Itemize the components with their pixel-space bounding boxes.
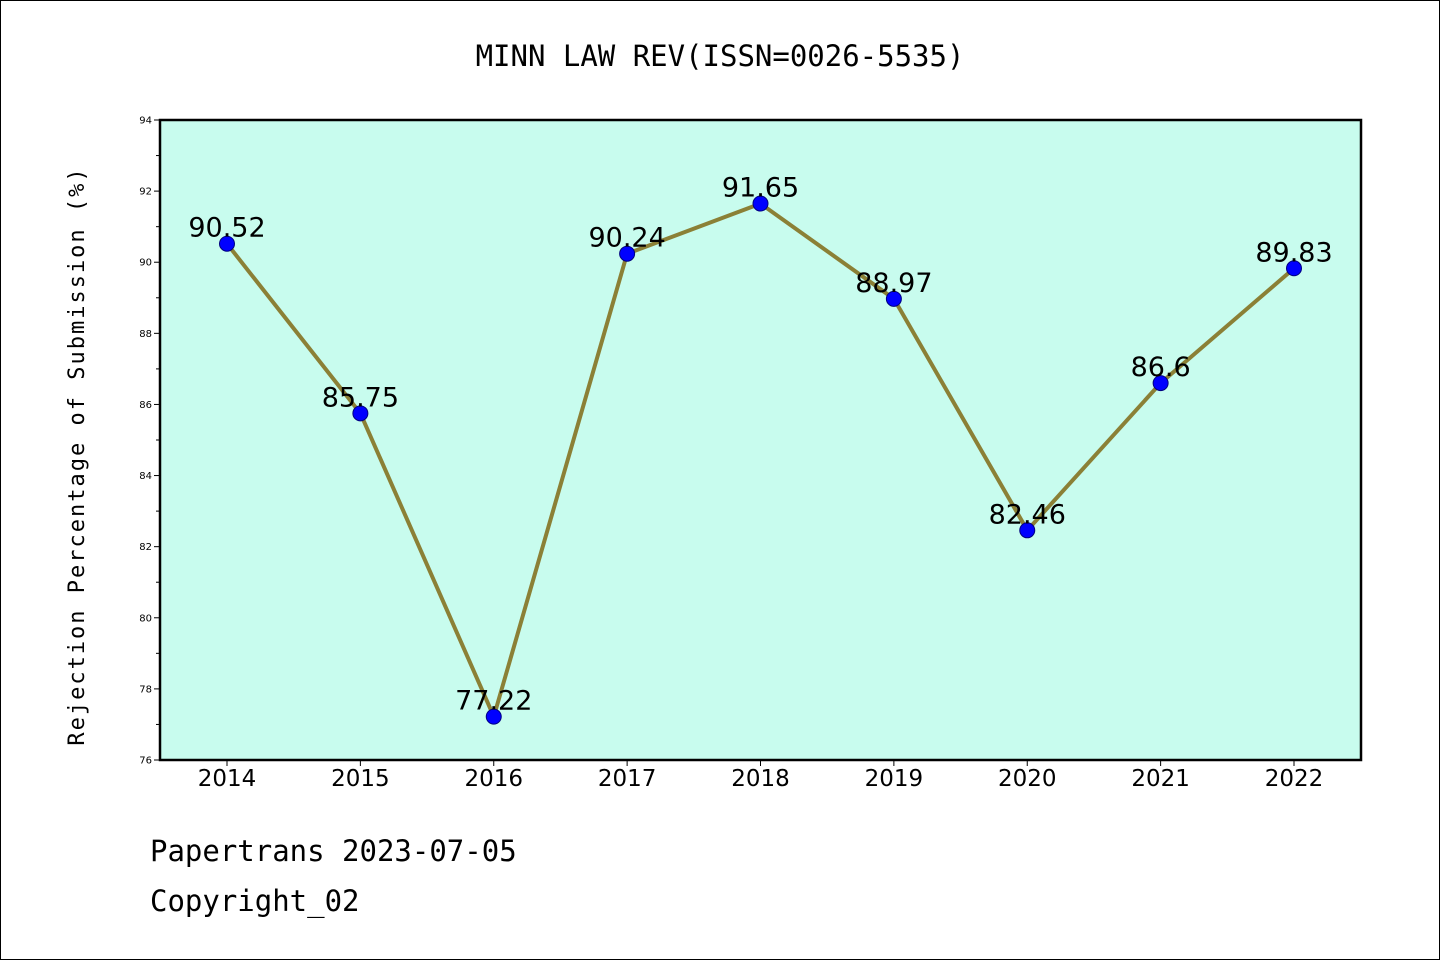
data-label: 91.65: [722, 173, 799, 204]
x-tick-label: 2017: [598, 766, 657, 792]
data-label: 89.83: [1255, 237, 1332, 268]
x-tick-label: 2022: [1265, 766, 1324, 792]
data-label: 82.46: [989, 499, 1066, 530]
y-tick-label: 86: [139, 400, 152, 411]
y-tick-label: 84: [139, 471, 152, 482]
data-point: [885, 290, 902, 307]
plot-border: [158, 118, 1363, 762]
y-tick-label: 92: [139, 187, 152, 198]
data-point: [1019, 522, 1036, 539]
y-tick-label: 78: [139, 684, 152, 695]
x-tick-label: 2016: [464, 766, 523, 792]
y-tick-label: 80: [139, 613, 152, 624]
data-point: [352, 405, 369, 422]
y-tick-label: 76: [139, 756, 152, 767]
data-point: [619, 245, 636, 262]
y-tick-label: 88: [139, 329, 152, 340]
y-axis-label: Rejection Percentage of Submission (%): [65, 166, 90, 745]
data-point: [1286, 260, 1302, 277]
x-tick-label: 2015: [331, 766, 390, 792]
y-tick-label: 82: [139, 542, 152, 553]
data-point: [485, 708, 502, 725]
data-point: [752, 195, 769, 212]
data-label: 85.75: [322, 382, 399, 413]
y-tick-label: 94: [139, 116, 152, 127]
x-tick-label: 2020: [998, 766, 1057, 792]
x-tick-label: 2019: [865, 766, 924, 792]
data-point: [1152, 375, 1169, 392]
data-label: 77.22: [455, 686, 532, 717]
x-tick-label: 2018: [731, 766, 790, 792]
plot-area: [160, 120, 1361, 760]
footer-date: Papertrans 2023-07-05: [150, 834, 517, 868]
footer-copyright: Copyright_02: [150, 884, 360, 918]
data-label: 88.97: [855, 268, 932, 299]
data-label: 86.6: [1131, 352, 1191, 383]
x-tick-label: 2021: [1131, 766, 1190, 792]
y-tick-label: 90: [139, 258, 152, 269]
x-tick-label: 2014: [198, 766, 257, 792]
chart-title: MINN LAW REV(ISSN=0026-5535): [476, 39, 965, 73]
data-label: 90.52: [188, 213, 265, 244]
data-label: 90.24: [588, 223, 665, 254]
data-point: [219, 235, 235, 252]
